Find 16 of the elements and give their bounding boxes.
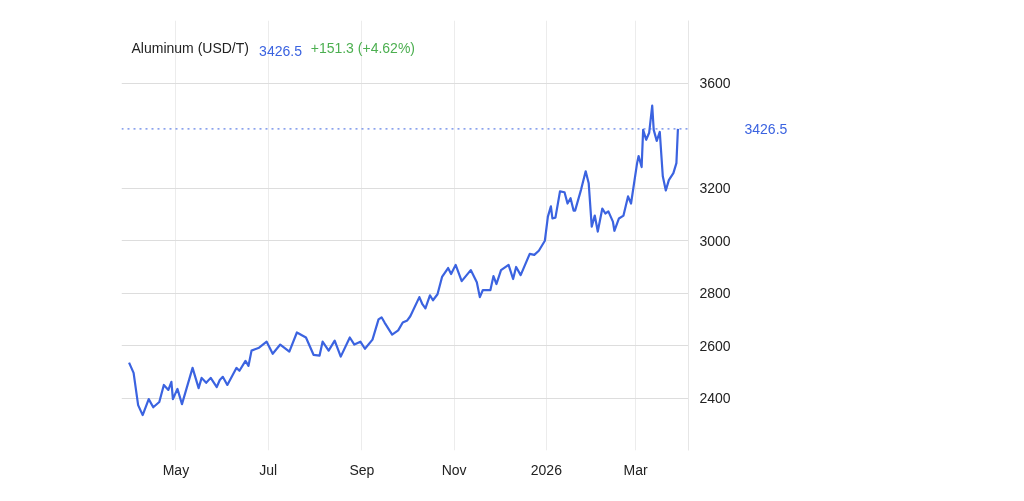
y-tick-label: 2600 [699,337,731,354]
y-tick-label: 3600 [699,75,731,92]
ref-line-label: 3426.5 [744,120,788,137]
y-tick-label: 3200 [699,180,731,197]
text: Aluminum (USD/T) [131,39,249,56]
x-tick-label: 2026 [530,461,563,478]
x-tick-label: Mar [623,461,648,478]
annotation: +151.3 (+4.62%) [310,39,415,56]
x-tick-label: Sep [349,461,375,478]
x-tick-label: May [162,461,190,478]
y-tick-label: 2800 [699,285,731,302]
annotation: 3426.5 [259,42,303,59]
y-tick-label: 2400 [699,390,731,407]
x-tick-label: Jul [259,461,278,478]
x-tick-label: Nov [441,461,467,478]
y-tick-label: 3000 [699,232,731,249]
